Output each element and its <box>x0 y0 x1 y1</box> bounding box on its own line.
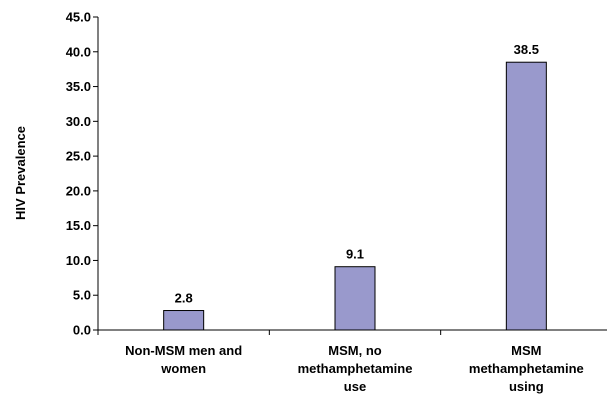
x-category-label: methamphetamine <box>298 361 413 376</box>
y-tick-label: 35.0 <box>66 79 91 94</box>
x-category-label: use <box>344 379 366 394</box>
y-axis: 0.0 5.0 10.0 15.0 20.0 25.0 30.0 35.0 40.0 45.0 <box>66 10 99 338</box>
y-axis-title: HIV Prevalence <box>13 126 28 220</box>
x-category-label: MSM, no <box>328 343 381 358</box>
y-tick-label: 45.0 <box>66 10 91 25</box>
x-axis: Non-MSM men and women MSM, no methamphetami… <box>97 329 607 394</box>
y-tick-label: 0.0 <box>73 323 91 338</box>
y-tick-label: 20.0 <box>66 183 91 198</box>
y-tick-label: 15.0 <box>66 218 91 233</box>
x-category-label: using <box>509 379 544 394</box>
data-label: 38.5 <box>514 42 539 57</box>
x-category-label: methamphetamine <box>469 361 584 376</box>
y-tick-label: 5.0 <box>73 288 91 303</box>
x-category-label: MSM <box>511 343 541 358</box>
bar <box>505 61 547 331</box>
y-tick-label: 10.0 <box>66 253 91 268</box>
y-tick-label: 40.0 <box>66 44 91 59</box>
bar <box>334 266 376 331</box>
data-label: 9.1 <box>346 247 364 262</box>
data-label: 2.8 <box>175 291 193 306</box>
bars: 2.8 9.1 38.5 <box>163 42 547 331</box>
y-tick-label: 30.0 <box>66 114 91 129</box>
y-tick-label: 25.0 <box>66 149 91 164</box>
x-category-label: women <box>160 361 206 376</box>
bar <box>163 310 205 331</box>
x-category-label: Non-MSM men and <box>125 343 242 358</box>
